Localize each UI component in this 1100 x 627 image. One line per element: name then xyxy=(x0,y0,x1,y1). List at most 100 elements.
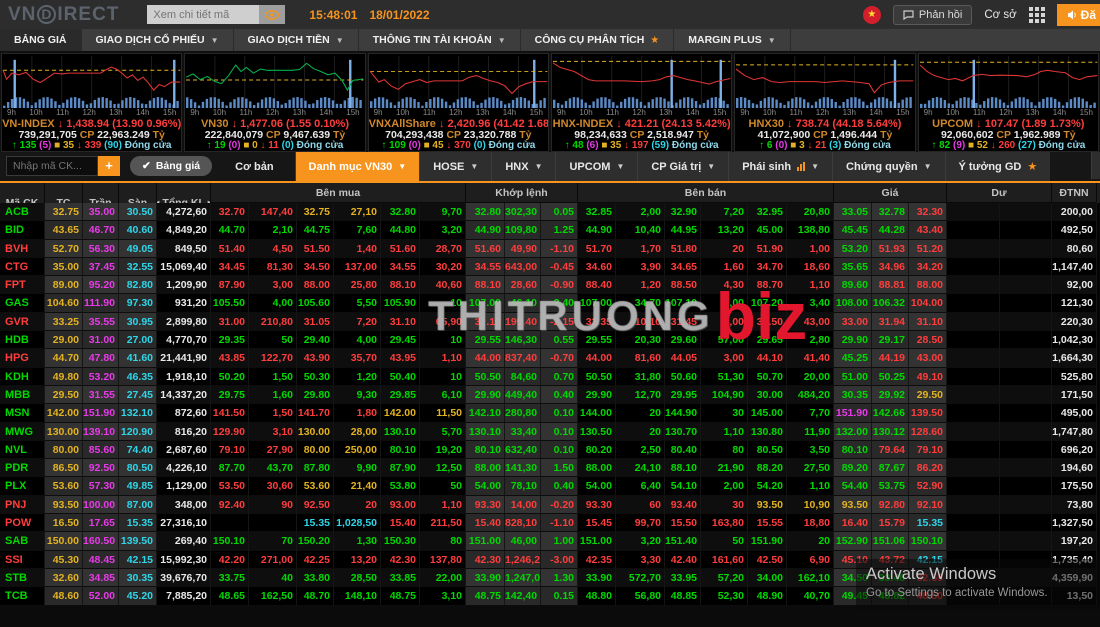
ticker-cell[interactable]: CTG xyxy=(0,257,45,277)
down-arrow-icon: ↓ xyxy=(57,118,64,130)
table-row-PDR[interactable]: PDR 86.50 92.50 80.50 4,226,10 87.70 43,70 87.8… xyxy=(0,459,1100,478)
table-cell: 849,50 xyxy=(157,239,211,258)
main-menu-bar: BẢNG GIÁ GIAO DỊCH CỔ PHIẾU ▼ GIAO DỊCH TIỀ… xyxy=(0,29,1100,51)
ticker-cell[interactable]: GAS xyxy=(0,294,45,313)
add-symbol-button[interactable]: + xyxy=(98,155,120,176)
ticker-cell[interactable]: HDB xyxy=(0,331,45,350)
table-row-STB[interactable]: STB 32.60 34.85 30.35 39,676,70 33.75 40 33.80 2… xyxy=(0,568,1100,588)
ticker-cell[interactable]: NVL xyxy=(0,440,45,460)
index-panel-UPCOM[interactable]: 9h 10h 11h 12h 13h 14h 15h UPCOM ↓ 107.47 (1.89… xyxy=(917,53,1099,152)
table-cell: 9,30 xyxy=(334,385,381,405)
table-row-MWG[interactable]: MWG 130.00 139.10 120.90 816,20 129.90 3,10 130… xyxy=(0,422,1100,441)
table-cell: 0.10 xyxy=(541,422,578,441)
tab-c-b-n[interactable]: Cơ bản xyxy=(222,152,286,181)
table-row-MBB[interactable]: MBB 29.50 31.55 27.45 14,337,20 29.75 1,60 29.8… xyxy=(0,385,1100,405)
ticker-cell[interactable]: BID xyxy=(0,221,45,240)
tab-danh-m-c-vn30[interactable]: Danh mục VN30 ▼ xyxy=(294,152,420,181)
ticker-cell[interactable]: STB xyxy=(0,568,45,588)
index-panel-VN-INDEX[interactable]: 9h 10h 11h 12h 13h 14h 15h VN-INDEX ↓ 1,438.94 … xyxy=(1,53,183,152)
table-row-ACB[interactable]: ACB 32.75 35.00 30.50 4,272,60 32.70 147,40 32.… xyxy=(0,203,1100,222)
symbol-detail-input[interactable] xyxy=(147,5,260,24)
table-row-HDB[interactable]: HDB 29.00 31.00 27.00 4,770,70 29.35 50 29.40 4,… xyxy=(0,331,1100,350)
ticker-cell[interactable]: HPG xyxy=(0,349,45,368)
board-pill-label: Bảng giá xyxy=(155,159,201,172)
eye-icon[interactable] xyxy=(259,5,286,24)
vietnam-flag-icon[interactable]: ★ xyxy=(862,5,881,24)
ticker-cell[interactable]: POW xyxy=(0,514,45,533)
index-trade-value: 22,963.249 xyxy=(97,129,150,141)
menu-item-2[interactable]: GIAO DỊCH CỔ PHIẾU ▼ xyxy=(82,29,234,51)
table-row-TCB[interactable]: TCB 48.60 52.00 45.20 7,885,20 48.65 162,50 48.… xyxy=(0,587,1100,606)
ticker-cell[interactable]: GVR xyxy=(0,312,45,332)
table-cell: 29.35 xyxy=(211,331,249,350)
index-panel-VN30[interactable]: 9h 10h 11h 12h 13h 14h 15h VN30 ↓ 1,477.06 (1.5… xyxy=(184,53,366,152)
table-row-BID[interactable]: BID 43.65 46.70 40.60 4,849,20 44.70 2,10 44.75… xyxy=(0,221,1100,240)
menu-item-1[interactable]: BẢNG GIÁ xyxy=(0,29,82,51)
login-button[interactable]: Đă xyxy=(1056,3,1100,26)
basis-menu[interactable]: Cơ sở xyxy=(984,8,1017,21)
tab--t-ng-gd[interactable]: Ý tưởng GD ★ xyxy=(944,152,1051,181)
index-panel-HNX-INDEX[interactable]: 9h 10h 11h 12h 13h 14h 15h HNX-INDEX ↓ 421.21 (… xyxy=(550,53,733,152)
table-row-MSN[interactable]: MSN 142.00 151.90 132.10 872,60 141.50 1,50 141… xyxy=(0,404,1100,423)
table-cell: 35.00 xyxy=(83,203,119,222)
table-cell: 31.10 xyxy=(381,312,420,332)
menu-item-5[interactable]: CÔNG CỤ PHÂN TÍCH ★ xyxy=(521,29,675,51)
symbol-search-input[interactable] xyxy=(6,155,98,176)
ticker-cell[interactable]: PDR xyxy=(0,459,45,478)
table-cell: 144.90 xyxy=(665,404,701,423)
ticker-cell[interactable]: PNJ xyxy=(0,495,45,515)
tab-upcom[interactable]: UPCOM ▼ xyxy=(555,152,638,181)
ticker-cell[interactable]: PLX xyxy=(0,477,45,496)
tab-ch-ng-quy-n[interactable]: Chứng quyền ▼ xyxy=(832,152,945,181)
table-cell: 80.00 xyxy=(297,440,334,460)
tab-hnx[interactable]: HNX ▼ xyxy=(491,152,556,181)
index-chart xyxy=(369,55,547,109)
feedback-button[interactable]: Phản hồi xyxy=(892,4,973,25)
tab-hose[interactable]: HOSE ▼ xyxy=(419,152,492,181)
ticker-cell[interactable]: ACB xyxy=(0,203,45,222)
table-row-FPT[interactable]: FPT 89.00 95.20 82.80 1,209,90 87.90 3,00 88.00… xyxy=(0,276,1100,295)
table-cell: 29.85 xyxy=(381,385,420,405)
table-cell: 90 xyxy=(249,495,297,515)
ticker-cell[interactable]: SSI xyxy=(0,550,45,569)
table-row-POW[interactable]: POW 16.50 17.65 15.35 27,316,10 15.35 1,028,50… xyxy=(0,514,1100,533)
index-panel-VNXAllShare[interactable]: 9h 10h 11h 12h 13h 14h 15h VNXAllShare ↓ 2,420.… xyxy=(367,53,549,152)
ticker-cell[interactable]: MBB xyxy=(0,385,45,405)
table-cell: 44.70 xyxy=(45,349,83,368)
table-row-HPG[interactable]: HPG 44.70 47.80 41.60 21,441,90 43.85 122,70 43… xyxy=(0,349,1100,368)
table-row-PNJ[interactable]: PNJ 93.50 100.00 87.00 348,00 92.40 90 92.50 20 9… xyxy=(0,495,1100,515)
table-row-GVR[interactable]: GVR 33.25 35.55 30.95 2,899,80 31.00 210,80 31.… xyxy=(0,312,1100,332)
menu-item-3[interactable]: GIAO DỊCH TIỀN ▼ xyxy=(234,29,359,51)
table-row-GAS[interactable]: GAS 104.60 111.90 97.30 931,20 105.50 4,00 105.… xyxy=(0,294,1100,313)
board-type-button[interactable]: ✔ Bảng giá xyxy=(130,155,213,176)
tab-cp-gi-tr-[interactable]: CP Giá trị ▼ xyxy=(637,152,729,181)
ticker-cell[interactable]: TCB xyxy=(0,587,45,606)
ticker-cell[interactable]: BVH xyxy=(0,239,45,258)
ticker-cell[interactable]: MSN xyxy=(0,404,45,423)
table-cell: 3,40 xyxy=(787,294,834,313)
menu-item-6[interactable]: MARGIN PLUS ▼ xyxy=(674,29,791,51)
tab-ph-i-sinh[interactable]: Phái sinh ▼ xyxy=(728,152,833,181)
apps-grid-icon[interactable] xyxy=(1028,6,1045,23)
ticker-cell[interactable]: SAB xyxy=(0,532,45,551)
table-cell: 20,00 xyxy=(787,367,834,386)
menu-item-4[interactable]: THÔNG TIN TÀI KHOẢN ▼ xyxy=(359,29,521,51)
table-row-PLX[interactable]: PLX 53.60 57.30 49.85 1,129,00 53.50 30,60 53.6… xyxy=(0,477,1100,496)
index-panel-HNX30[interactable]: 9h 10h 11h 12h 13h 14h 15h HNX30 ↓ 738.74 (44.1… xyxy=(734,53,916,152)
ticker-cell[interactable]: MWG xyxy=(0,422,45,441)
ticker-cell[interactable]: KDH xyxy=(0,367,45,386)
table-cell: 33.85 xyxy=(381,568,420,588)
table-cell: 280,80 xyxy=(505,404,541,423)
ticker-cell[interactable]: FPT xyxy=(0,276,45,295)
table-row-SSI[interactable]: SSI 45.30 48.45 42.15 15,992,30 42.20 271,00 42… xyxy=(0,550,1100,569)
table-cell: 250,00 xyxy=(334,440,381,460)
clipped-edge-button[interactable] xyxy=(1091,152,1100,179)
table-row-CTG[interactable]: CTG 35.00 37.45 32.55 15,069,40 34.45 81,30 34.… xyxy=(0,257,1100,277)
table-row-BVH[interactable]: BVH 52.70 56.30 49.05 849,50 51.40 4,50 51.50 1,… xyxy=(0,239,1100,258)
table-row-SAB[interactable]: SAB 150.00 160.50 139.50 269,40 150.10 70 150.2… xyxy=(0,532,1100,551)
table-row-NVL[interactable]: NVL 80.00 85.60 74.40 2,687,60 79.10 27,90 80.0… xyxy=(0,440,1100,460)
table-cell: 32.60 xyxy=(45,568,83,588)
table-row-KDH[interactable]: KDH 49.80 53.20 46.35 1,918,10 50.20 1,50 50.30… xyxy=(0,367,1100,386)
axis-tick: 14h xyxy=(686,108,700,118)
table-cell: 29.40 xyxy=(297,331,334,350)
